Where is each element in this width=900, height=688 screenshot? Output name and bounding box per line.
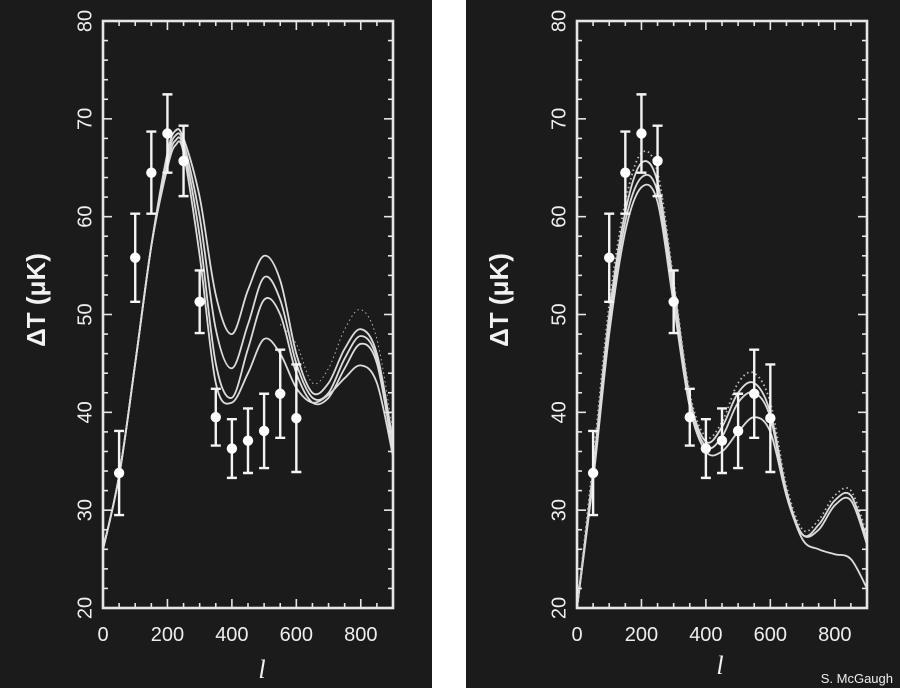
left-panel-background — [0, 0, 432, 688]
data-point-marker — [210, 412, 221, 423]
left-x-axis-title: l — [258, 655, 265, 684]
data-point — [636, 93, 647, 174]
data-point — [652, 124, 663, 198]
data-point — [620, 130, 631, 215]
data-point-marker — [194, 296, 205, 307]
y-tick-label: 80 — [548, 10, 570, 32]
y-tick-label: 70 — [74, 108, 96, 130]
y-tick-label: 30 — [74, 499, 96, 521]
data-point-marker — [732, 425, 744, 437]
data-point — [275, 348, 286, 439]
left-x-axis: 0 200 400 600 800 — [97, 21, 378, 646]
data-point-marker — [146, 167, 157, 178]
data-point-marker — [604, 252, 615, 263]
right-model-curve-4 — [576, 150, 868, 609]
right-data-points — [587, 93, 776, 517]
data-point — [749, 348, 760, 439]
y-tick-label: 50 — [74, 303, 96, 325]
data-point — [258, 392, 270, 470]
data-point-marker — [716, 435, 728, 446]
data-point — [146, 130, 157, 215]
data-point-marker — [291, 413, 302, 424]
left-data-points — [113, 93, 302, 517]
y-tick-label: 30 — [548, 499, 570, 521]
data-point-marker — [130, 252, 141, 263]
data-point — [700, 417, 712, 480]
data-point — [765, 363, 776, 474]
data-point-marker — [226, 443, 238, 454]
y-tick-label: 70 — [548, 108, 570, 130]
data-point — [732, 392, 744, 470]
data-point-marker — [587, 467, 599, 479]
x-tick-label: 800 — [818, 624, 851, 646]
data-point — [178, 124, 189, 198]
right-x-axis: 0 200 400 600 800 — [571, 21, 852, 646]
data-point-marker — [684, 412, 695, 423]
data-point — [668, 269, 679, 335]
data-point — [130, 212, 141, 303]
data-point-marker — [113, 467, 125, 479]
y-tick-label: 20 — [548, 597, 570, 619]
y-tick-label: 60 — [548, 206, 570, 228]
credit-label: S. McGaugh — [821, 671, 893, 686]
data-point-marker — [178, 155, 189, 167]
left-model-curves — [102, 128, 394, 550]
data-point — [210, 387, 221, 447]
data-point-marker — [258, 425, 270, 437]
x-tick-label: 600 — [280, 624, 313, 646]
data-point — [291, 363, 302, 474]
data-point-marker — [636, 128, 647, 139]
x-tick-label: 200 — [151, 624, 184, 646]
data-point-marker — [749, 388, 760, 399]
data-point-marker — [275, 388, 286, 399]
data-point-marker — [242, 435, 254, 446]
y-tick-label: 50 — [548, 303, 570, 325]
data-point — [194, 269, 205, 335]
y-tick-label: 40 — [548, 401, 570, 423]
x-tick-label: 200 — [625, 624, 658, 646]
data-point-marker — [162, 128, 173, 139]
left-y-axis: 20 30 40 50 60 70 80 — [74, 10, 393, 619]
data-point — [604, 212, 615, 303]
data-point — [113, 429, 125, 517]
data-point — [226, 417, 238, 480]
y-tick-label: 80 — [74, 10, 96, 32]
data-point — [716, 407, 728, 475]
data-point-marker — [700, 443, 712, 454]
data-point — [684, 387, 695, 447]
x-tick-label: 400 — [215, 624, 248, 646]
right-y-axis-title: ΔT (μK) — [484, 253, 514, 347]
data-point-marker — [668, 296, 679, 307]
left-y-axis-title: ΔT (μK) — [21, 253, 51, 347]
right-panel-background — [466, 0, 900, 688]
data-point-marker — [620, 167, 631, 178]
data-point — [242, 407, 254, 475]
data-point — [587, 429, 599, 517]
data-point-marker — [765, 413, 776, 424]
data-point-marker — [652, 155, 663, 167]
right-y-axis: 20 30 40 50 60 70 80 — [548, 10, 867, 619]
x-tick-label: 0 — [571, 624, 582, 646]
left-model-curve-4 — [102, 140, 394, 550]
y-tick-label: 20 — [74, 597, 96, 619]
right-x-axis-title: l — [716, 651, 723, 680]
x-tick-label: 800 — [344, 624, 377, 646]
data-point — [162, 93, 173, 174]
x-tick-label: 0 — [97, 624, 108, 646]
y-tick-label: 40 — [74, 401, 96, 423]
y-tick-label: 60 — [74, 206, 96, 228]
x-tick-label: 600 — [754, 624, 787, 646]
x-tick-label: 400 — [689, 624, 722, 646]
